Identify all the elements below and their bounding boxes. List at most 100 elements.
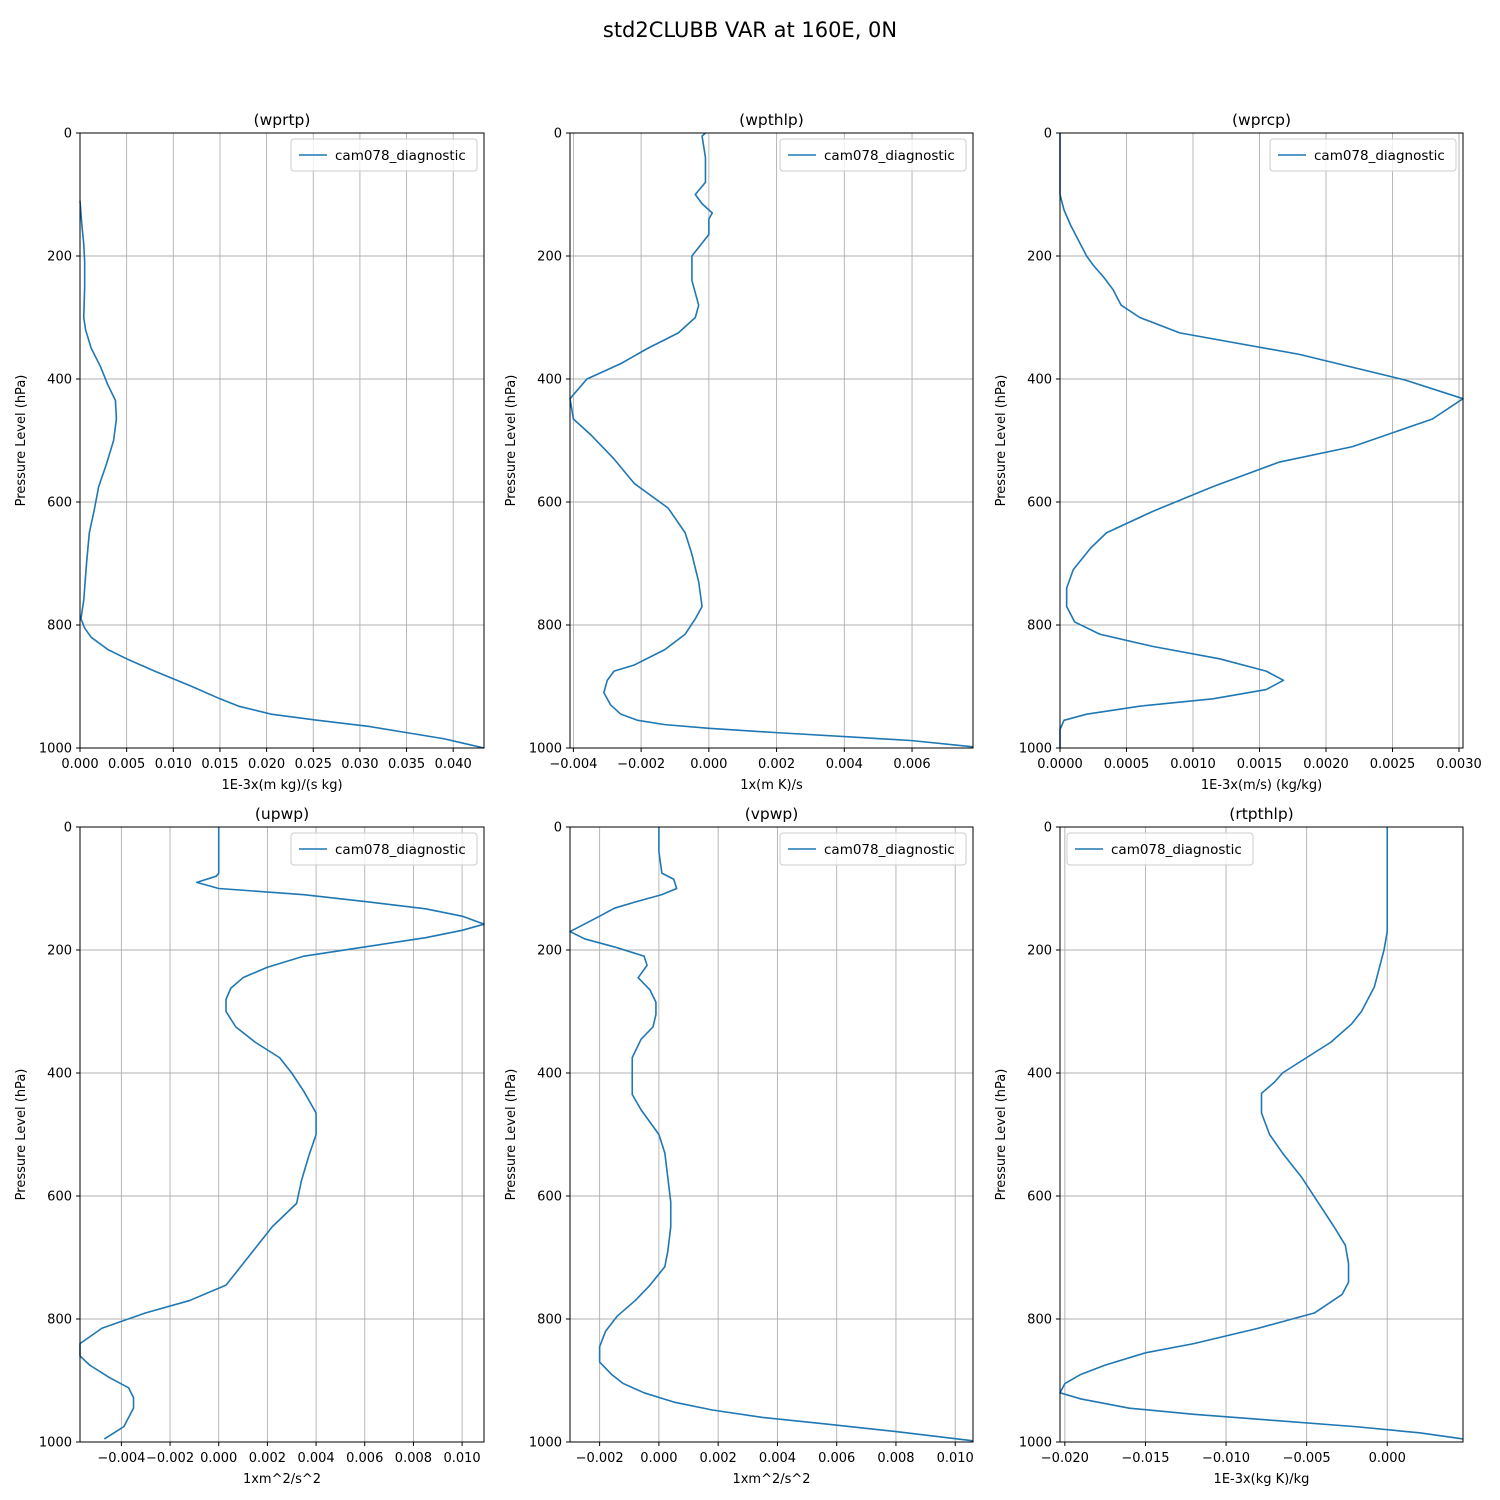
- panel-title: (wpthlp): [739, 111, 804, 129]
- x-axis-label: 1E-3x(m kg)/(s kg): [221, 778, 342, 793]
- x-tick-label: −0.004: [549, 757, 597, 772]
- y-tick-label: 0: [1044, 821, 1052, 836]
- legend-label: cam078_diagnostic: [1111, 842, 1242, 858]
- x-tick-label: 0.040: [435, 757, 472, 772]
- legend: cam078_diagnostic: [779, 138, 967, 172]
- x-tick-label: 0.006: [346, 1451, 383, 1466]
- axes-frame: [79, 132, 485, 749]
- x-tick-label: 0.006: [818, 1451, 855, 1466]
- y-tick-label: 400: [1027, 1067, 1052, 1082]
- x-tick-label: 0.000: [690, 757, 727, 772]
- series-line-0: [569, 132, 974, 748]
- x-tick-label: −0.002: [617, 757, 665, 772]
- legend-label: cam078_diagnostic: [824, 148, 955, 164]
- y-tick-label: 800: [47, 1313, 72, 1328]
- axes-frame: [569, 132, 974, 749]
- y-tick-label: 1000: [39, 742, 72, 757]
- x-tick-label: 0.000: [200, 1451, 237, 1466]
- x-tick-label: 0.004: [826, 757, 863, 772]
- x-axis-label: 1E-3x(kg K)/kg: [1214, 1472, 1310, 1487]
- legend-box: [1269, 138, 1457, 172]
- y-tick-label: 200: [1027, 944, 1052, 959]
- panel-0: 0.000 0.005 0.010 0.015 0.020 0.025 0.030 0.035…: [14, 111, 485, 793]
- series-line-0: [79, 200, 485, 749]
- y-tick-label: 800: [1027, 619, 1052, 634]
- x-tick-label: 0.004: [297, 1451, 334, 1466]
- legend-label: cam078_diagnostic: [824, 842, 955, 858]
- legend-box: [779, 832, 967, 866]
- x-tick-label: 0.002: [758, 757, 795, 772]
- x-tick-label: 0.0030: [1436, 757, 1482, 772]
- legend: cam078_diagnostic: [290, 832, 478, 866]
- y-tick-label: 200: [1027, 250, 1052, 265]
- x-tick-label: −0.005: [1283, 1451, 1331, 1466]
- x-tick-label: 0.025: [295, 757, 332, 772]
- y-axis-label: Pressure Level (hPa): [994, 375, 1009, 507]
- y-tick-label: 1000: [529, 1436, 562, 1451]
- y-tick-label: 800: [537, 619, 562, 634]
- x-tick-label: 0.0015: [1237, 757, 1283, 772]
- y-tick-label: 1000: [1019, 742, 1052, 757]
- panel-title: (wprcp): [1232, 111, 1291, 129]
- legend-label: cam078_diagnostic: [335, 842, 466, 858]
- panel-5: −0.020 −0.015 −0.010 −0.005 0.000 0 200 400 600 8…: [994, 805, 1464, 1487]
- series-line-0: [1059, 827, 1464, 1440]
- x-axis-label: 1x(m K)/s: [740, 778, 803, 793]
- x-axis-label: 1xm^2/s^2: [732, 1472, 810, 1487]
- y-tick-label: 0: [554, 821, 562, 836]
- axes-frame: [1059, 826, 1464, 1443]
- legend-box: [290, 138, 478, 172]
- y-tick-label: 600: [537, 1190, 562, 1205]
- x-tick-label: −0.002: [146, 1451, 194, 1466]
- y-tick-label: 200: [47, 944, 72, 959]
- x-tick-label: −0.004: [97, 1451, 145, 1466]
- panel-title: (upwp): [255, 805, 309, 823]
- y-tick-label: 800: [47, 619, 72, 634]
- x-tick-label: 0.010: [937, 1451, 974, 1466]
- grid: [79, 132, 484, 749]
- legend: cam078_diagnostic: [290, 138, 478, 172]
- panel-title: (vpwp): [745, 805, 799, 823]
- x-tick-label: −0.020: [1041, 1451, 1089, 1466]
- x-tick-label: 0.000: [1369, 1451, 1406, 1466]
- y-axis-label: Pressure Level (hPa): [994, 1069, 1009, 1201]
- y-tick-label: 400: [47, 1067, 72, 1082]
- legend: cam078_diagnostic: [1066, 832, 1254, 866]
- y-axis-label: Pressure Level (hPa): [14, 1069, 29, 1201]
- x-tick-label: 0.006: [893, 757, 930, 772]
- legend-box: [1066, 832, 1254, 866]
- y-tick-label: 1000: [529, 742, 562, 757]
- x-tick-label: 0.000: [640, 1451, 677, 1466]
- x-tick-label: 0.0010: [1170, 757, 1216, 772]
- panel-4: −0.002 0.000 0.002 0.004 0.006 0.008 0.010 0 200…: [504, 805, 974, 1487]
- y-tick-label: 1000: [39, 1436, 72, 1451]
- legend: cam078_diagnostic: [1269, 138, 1457, 172]
- grid: [570, 826, 973, 1443]
- axes-frame: [569, 826, 974, 1443]
- x-tick-label: 0.008: [395, 1451, 432, 1466]
- x-axis-label: 1E-3x(m/s) (kg/kg): [1201, 778, 1322, 793]
- y-tick-label: 200: [47, 250, 72, 265]
- x-tick-label: 0.0020: [1303, 757, 1349, 772]
- y-tick-label: 600: [47, 1190, 72, 1205]
- x-tick-label: −0.010: [1202, 1451, 1250, 1466]
- grid: [1060, 826, 1463, 1443]
- legend: cam078_diagnostic: [779, 832, 967, 866]
- axes-frame: [79, 826, 485, 1443]
- x-tick-label: 0.002: [700, 1451, 737, 1466]
- x-tick-label: 0.015: [201, 757, 238, 772]
- legend-label: cam078_diagnostic: [335, 148, 466, 164]
- panel-title: (wprtp): [254, 111, 311, 129]
- x-tick-label: 0.008: [877, 1451, 914, 1466]
- y-axis-label: Pressure Level (hPa): [14, 375, 29, 507]
- legend-label: cam078_diagnostic: [1314, 148, 1445, 164]
- x-tick-label: 0.0000: [1037, 757, 1083, 772]
- y-tick-label: 800: [1027, 1313, 1052, 1328]
- panels: 0.000 0.005 0.010 0.015 0.020 0.025 0.030 0.035…: [14, 111, 1482, 1487]
- y-tick-label: 600: [537, 496, 562, 511]
- y-tick-label: 400: [47, 373, 72, 388]
- y-tick-label: 0: [64, 821, 72, 836]
- y-tick-label: 600: [1027, 1190, 1052, 1205]
- x-tick-label: 0.0025: [1370, 757, 1416, 772]
